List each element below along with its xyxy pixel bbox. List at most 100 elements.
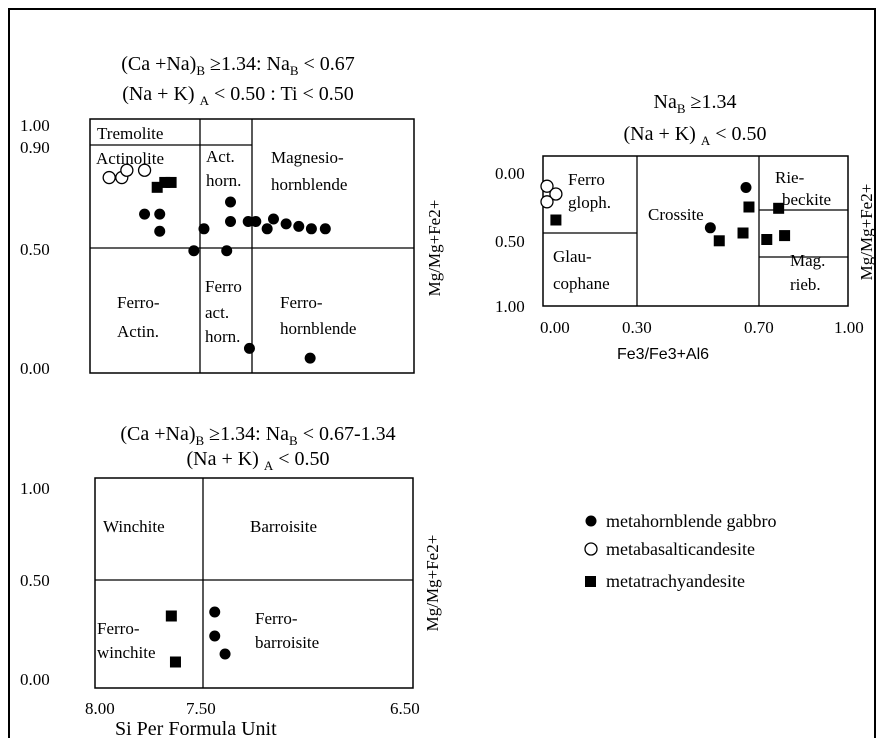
chart-3-ytick: 1.00	[20, 479, 50, 498]
data-point-filled-circle	[225, 215, 237, 227]
legend-marker-filled-circle	[585, 515, 597, 527]
data-point-filled-square	[165, 176, 177, 188]
data-point-filled-circle	[154, 225, 166, 237]
field-label-winchite: Winchite	[103, 517, 165, 536]
data-point-filled-circle	[221, 245, 233, 257]
chart-1-ytick: 0.00	[20, 359, 50, 378]
data-point-filled-square	[165, 610, 177, 622]
data-point-filled-circle	[188, 245, 200, 257]
data-point-filled-circle	[261, 223, 273, 235]
chart-2-title-line-1: NaB ≥1.34	[654, 91, 737, 116]
legend-label: metatrachyandesite	[606, 571, 745, 591]
field-label-magnesio-hornblende: Magnesio-hornblende	[271, 148, 347, 194]
chart-3-xtick: 8.00	[85, 699, 115, 718]
chart-3-marks	[165, 606, 231, 668]
legend-label: metabasalticandesite	[606, 539, 755, 559]
field-label-glaucophane: Glau-cophane	[553, 247, 610, 293]
field-label-mag-rieb: Mag. rieb.	[790, 251, 825, 294]
data-point-filled-circle	[243, 342, 255, 354]
data-point-filled-circle	[304, 352, 316, 364]
chart-1-ytick: 0.90	[20, 138, 50, 157]
field-label-ferro-winchite: Ferro-winchite	[97, 619, 156, 662]
data-point-filled-circle	[280, 218, 292, 230]
chart-3-xtick: 7.50	[186, 699, 216, 718]
chart-2-xlabel: Fe3/Fe3+Al6	[617, 346, 709, 363]
data-point-open-circle	[120, 163, 134, 177]
chart-3-title-line-1: (Ca +Na)B ≥1.34: NaB < 0.67-1.34	[120, 423, 395, 448]
data-point-filled-square	[159, 176, 171, 188]
chart-2-ytick: 0.00	[495, 164, 525, 183]
chart-1-ylabel: Mg/Mg+Fe2+	[425, 200, 444, 297]
chart-2: NaB ≥1.34 (Na + K) A < 0.50 0.00 0.50 1.…	[495, 91, 876, 363]
field-label-ferro-actin: Ferro-Actin.	[117, 293, 160, 341]
legend: metahornblende gabbro metabasalticandesi…	[584, 511, 776, 591]
chart-2-xtick: 0.00	[540, 318, 570, 337]
chart-2-ytick: 1.00	[495, 297, 525, 316]
field-label-actinolite: Actinolite	[96, 149, 164, 168]
data-point-filled-circle	[198, 223, 210, 235]
chart-3-title-line-2: (Na + K) A < 0.50	[186, 448, 329, 473]
chart-2-xtick: 0.70	[744, 318, 774, 337]
data-point-filled-circle	[154, 208, 166, 220]
chart-2-plot-frame	[542, 155, 849, 307]
chart-1-title-line-2: (Na + K) A < 0.50 : Ti < 0.50	[122, 83, 354, 108]
data-point-open-circle	[137, 163, 152, 177]
data-point-open-circle	[549, 187, 563, 201]
figure-border	[8, 8, 876, 738]
chart-3-plot-frame	[94, 477, 414, 689]
data-point-filled-circle	[139, 208, 151, 220]
chart-3-ylabel: Mg/Mg+Fe2+	[423, 535, 442, 632]
chart-3-xtick: 6.50	[390, 699, 420, 718]
data-point-filled-circle	[225, 196, 237, 208]
data-point-filled-square	[713, 235, 725, 247]
chart-3: (Ca +Na)B ≥1.34: NaB < 0.67-1.34 (Na + K…	[20, 423, 442, 738]
legend-marker-filled-square	[585, 576, 596, 587]
field-label-riebeckite: Rie-beckite	[775, 168, 831, 209]
data-point-filled-circle	[305, 223, 317, 235]
legend-label: metahornblende gabbro	[606, 511, 776, 531]
data-point-filled-circle	[250, 215, 262, 227]
data-point-filled-square	[151, 181, 163, 193]
data-point-filled-square	[761, 234, 773, 245]
data-point-filled-circle	[293, 220, 305, 232]
chart-1-ytick: 1.00	[20, 116, 50, 135]
chart-3-ytick: 0.50	[20, 571, 50, 590]
field-label-ferro-barroisite: Ferro-barroisite	[255, 609, 319, 652]
data-point-filled-circle	[219, 648, 231, 660]
chart-2-marks	[540, 179, 791, 247]
data-point-filled-square	[773, 202, 785, 214]
data-point-filled-circle	[242, 215, 254, 227]
data-point-filled-circle	[319, 223, 331, 235]
chart-2-ylabel: Mg/Mg+Fe2+	[857, 184, 876, 281]
data-point-filled-circle	[740, 182, 752, 193]
field-label-tremolite: Tremolite	[97, 124, 163, 143]
chart-2-xtick: 1.00	[834, 318, 864, 337]
chart-3-ytick: 0.00	[20, 670, 50, 689]
field-label-ferro-hornblende: Ferro-hornblende	[280, 293, 356, 338]
data-point-filled-square	[737, 227, 749, 239]
data-point-open-circle	[102, 170, 116, 185]
data-point-open-circle	[540, 195, 554, 209]
data-point-filled-square	[550, 214, 562, 226]
data-point-filled-circle	[267, 213, 279, 225]
chart-3-xlabel: Si Per Formula Unit	[115, 718, 277, 738]
data-point-filled-circle	[209, 606, 221, 618]
chart-1-marks	[102, 163, 331, 364]
legend-marker-open-circle	[584, 542, 598, 556]
field-label-ferro-act-horn: Ferro act. horn.	[205, 277, 242, 346]
chart-2-title-line-2: (Na + K) A < 0.50	[623, 123, 766, 148]
chart-1-ytick: 0.50	[20, 240, 50, 259]
data-point-filled-square	[779, 230, 791, 242]
chart-2-ytick: 0.50	[495, 232, 525, 251]
chart-1: (Ca +Na)B ≥1.34: NaB < 0.67 (Na + K) A <…	[20, 53, 444, 378]
data-point-filled-square	[169, 656, 181, 668]
field-label-ferro-gloph: Ferro gloph.	[568, 170, 611, 212]
chart-1-title-line-1: (Ca +Na)B ≥1.34: NaB < 0.67	[121, 53, 355, 78]
data-point-filled-square	[743, 201, 755, 213]
field-label-crossite: Crossite	[648, 205, 704, 224]
chart-2-xtick: 0.30	[622, 318, 652, 337]
field-label-act-horn: Act. horn.	[206, 147, 241, 190]
data-point-open-circle	[540, 179, 554, 193]
data-point-filled-circle	[209, 630, 221, 642]
